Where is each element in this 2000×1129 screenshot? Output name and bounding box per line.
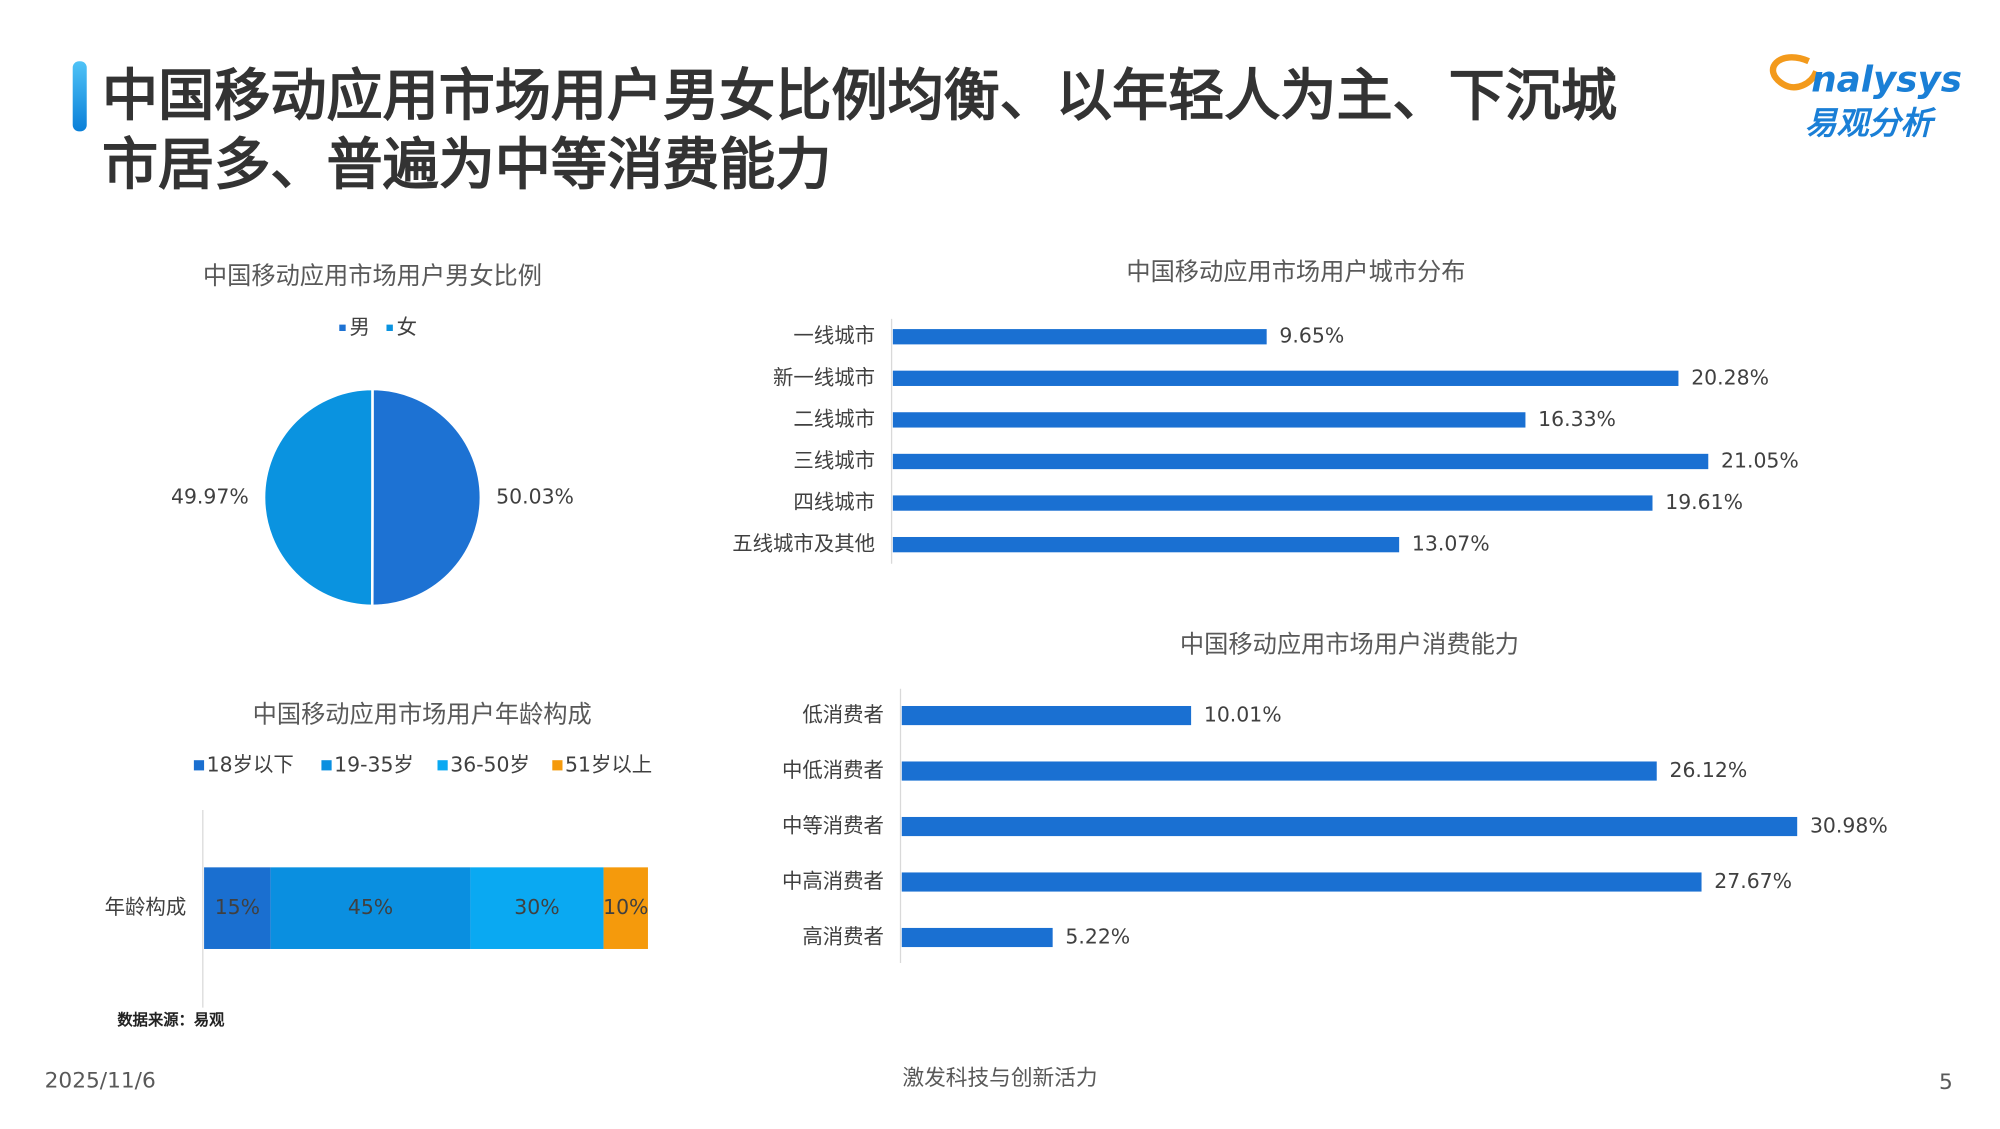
bar: [901, 761, 1657, 781]
title-accent: [72, 61, 87, 132]
legend-label: 36-50岁: [450, 752, 530, 776]
data-label: 21.05%: [1721, 448, 1799, 472]
bar: [892, 329, 1267, 345]
chart-title: 中国移动应用市场用户消费能力: [1180, 630, 1519, 658]
data-label: 45%: [348, 895, 393, 919]
legend-swatch: [386, 324, 393, 331]
category-label: 高消费者: [802, 925, 884, 949]
category-label: 二线城市: [793, 407, 875, 431]
logo-text: nalysys: [1811, 60, 1962, 101]
data-label: 30%: [514, 895, 559, 919]
legend-swatch: [552, 760, 563, 771]
pie-slice: [262, 387, 374, 608]
title-line: 市居多、普遍为中等消费能力: [102, 133, 831, 198]
data-label: 10.01%: [1204, 703, 1282, 727]
data-label: 19.61%: [1665, 490, 1743, 514]
footer-date: 2025/11/6: [45, 1069, 156, 1094]
data-label: 50.03%: [496, 485, 574, 509]
pie-slice: [370, 387, 483, 608]
footer-slogan: 激发科技与创新活力: [902, 1066, 1097, 1091]
title-line: 中国移动应用市场用户男女比例均衡、以年轻人为主、下沉城: [102, 64, 1617, 129]
logo-swoosh: [1769, 54, 1820, 91]
category-label: 三线城市: [793, 448, 875, 472]
chart-title: 中国移动应用市场用户年龄构成: [253, 701, 592, 729]
data-label: 13.07%: [1412, 532, 1490, 556]
bar: [892, 370, 1679, 386]
data-label: 26.12%: [1669, 758, 1747, 782]
bar: [901, 816, 1798, 837]
data-label: 9.65%: [1279, 324, 1344, 348]
category-label: 四线城市: [793, 490, 875, 514]
category-label: 中高消费者: [782, 869, 884, 893]
category-label: 低消费者: [802, 703, 884, 727]
logo-cn: 易观分析: [1805, 104, 1937, 142]
bar-segment: [603, 867, 648, 949]
legend-swatch: [437, 760, 448, 771]
category-label: 一线城市: [793, 324, 875, 348]
category-label: 年龄构成: [105, 895, 187, 919]
data-label: 20.28%: [1691, 365, 1769, 389]
bar: [892, 495, 1653, 511]
bar: [892, 453, 1709, 470]
bar-segment: [270, 867, 471, 949]
category-label: 新一线城市: [773, 365, 875, 389]
legend-swatch: [321, 760, 332, 771]
legend-label: 19-35岁: [334, 752, 414, 776]
bar: [901, 872, 1702, 892]
bar: [892, 536, 1400, 553]
category-label: 五线城市及其他: [732, 532, 875, 556]
legend-label: 男: [349, 315, 369, 339]
data-label: 27.67%: [1714, 869, 1792, 893]
category-label: 中等消费者: [782, 814, 884, 838]
data-label: 49.97%: [171, 484, 249, 508]
data-label: 16.33%: [1538, 407, 1616, 431]
legend-swatch: [193, 760, 205, 771]
category-label: 中低消费者: [782, 758, 884, 782]
data-label: 5.22%: [1065, 925, 1130, 949]
data-label: 30.98%: [1810, 814, 1888, 838]
bar: [901, 705, 1192, 726]
page-number: 5: [1939, 1070, 1953, 1095]
source-note: 数据来源：易观: [117, 1011, 225, 1029]
bar-segment: [470, 867, 604, 949]
legend-swatch: [339, 324, 346, 331]
bar: [892, 412, 1526, 428]
data-label: 15%: [215, 895, 260, 919]
bar: [901, 927, 1053, 948]
legend-label: 18岁以下: [207, 752, 294, 776]
chart-title: 中国移动应用市场用户城市分布: [1126, 258, 1465, 286]
legend-label: 51岁以上: [565, 752, 652, 776]
data-label: 10%: [603, 895, 648, 919]
bar-segment: [204, 867, 271, 949]
chart-title: 中国移动应用市场用户男女比例: [203, 262, 542, 290]
legend-label: 女: [397, 315, 417, 339]
